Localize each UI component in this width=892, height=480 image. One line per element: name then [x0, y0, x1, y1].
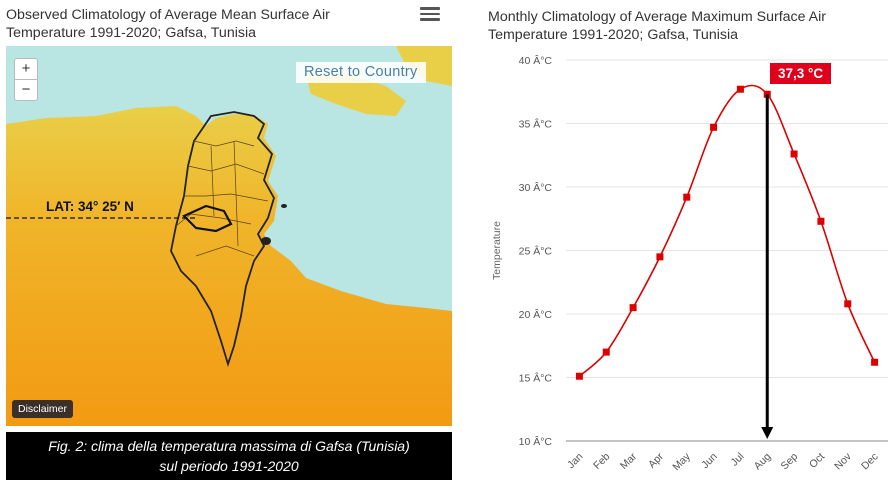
data-point: [656, 253, 664, 261]
chart-title: Monthly Climatology of Average Maximum S…: [488, 8, 888, 44]
data-point: [602, 348, 610, 356]
x-tick-label: Sep: [779, 451, 801, 473]
data-point: [736, 85, 744, 93]
reset-to-country-button[interactable]: Reset to Country: [296, 62, 426, 83]
zoom-out-button[interactable]: −: [14, 79, 38, 101]
kerkennah-island: [281, 204, 287, 208]
x-tick-label: Aug: [752, 451, 774, 473]
hamburger-menu-icon[interactable]: [420, 4, 440, 22]
data-point: [629, 304, 637, 312]
sicily-landmass: [306, 74, 406, 116]
latitude-label: LAT: 34° 25′ N: [46, 199, 134, 214]
y-tick-label: 10 Â°C: [519, 435, 553, 448]
x-tick-label: Jan: [565, 451, 586, 472]
tunisia-border: [170, 111, 275, 367]
annotation-arrow-head: [761, 427, 774, 439]
x-tick-label: Jun: [699, 451, 720, 472]
y-axis-title: Temperature: [491, 221, 503, 280]
data-point: [817, 217, 825, 225]
map-title-line1: Observed Climatology of Average Mean Sur…: [6, 7, 330, 23]
x-tick-label: Nov: [832, 450, 854, 472]
climate-map[interactable]: + − Reset to Country LAT: 34° 25′ N Disc…: [6, 46, 452, 426]
peak-value-callout: 37,3 °C: [770, 63, 832, 84]
gafsa-region: [182, 204, 233, 233]
line-chart: 10 Â°C 15 Â°C 20 Â°C 25 Â°C 30 Â°C 35 Â°C 40 Â…: [491, 54, 888, 473]
series-line: [578, 84, 876, 377]
y-tick-label: 30 Â°C: [519, 181, 553, 194]
data-point: [844, 300, 852, 308]
data-point: [683, 193, 691, 201]
y-tick-label: 25 Â°C: [519, 245, 553, 258]
zoom-in-button[interactable]: +: [14, 58, 38, 80]
disclaimer-button[interactable]: Disclaimer: [12, 400, 74, 418]
data-point: [790, 150, 798, 158]
djerba-island: [261, 237, 271, 245]
caption-line2: sul periodo 1991-2020: [159, 458, 299, 474]
figure-caption: Fig. 2: clima della temperatura massima …: [6, 432, 452, 480]
x-tick-label: Oct: [807, 451, 827, 471]
x-tick-label: Feb: [591, 451, 612, 472]
chart-title-line2: Temperature 1991-2020; Gafsa, Tunisia: [488, 27, 739, 43]
x-tick-label: Apr: [646, 450, 666, 470]
caption-line1: Fig. 2: clima della temperatura massima …: [48, 438, 410, 454]
x-tick-label: Mar: [618, 450, 640, 472]
map-title: Observed Climatology of Average Mean Sur…: [6, 6, 406, 42]
y-tick-label: 15 Â°C: [519, 372, 553, 385]
y-tick-label: 40 Â°C: [519, 54, 553, 67]
y-tick-label: 20 Â°C: [519, 308, 553, 321]
land-area: [6, 106, 452, 426]
chart-title-line1: Monthly Climatology of Average Maximum S…: [488, 9, 827, 25]
map-canvas: [6, 46, 452, 426]
x-tick-label: Dec: [859, 451, 881, 473]
chart-panel: 10 Â°C 15 Â°C 20 Â°C 25 Â°C 30 Â°C 35 Â°C 40 Â…: [462, 0, 892, 480]
governorate-borders: [175, 140, 269, 257]
map-title-line2: Temperature 1991-2020; Gafsa, Tunisia: [6, 25, 257, 41]
data-point: [575, 372, 583, 380]
data-point: [871, 358, 879, 366]
y-tick-label: 35 Â°C: [519, 118, 553, 131]
x-tick-label: Jul: [729, 451, 747, 469]
data-point: [710, 123, 718, 131]
x-tick-label: May: [670, 450, 693, 473]
map-panel: Observed Climatology of Average Mean Sur…: [6, 4, 452, 480]
